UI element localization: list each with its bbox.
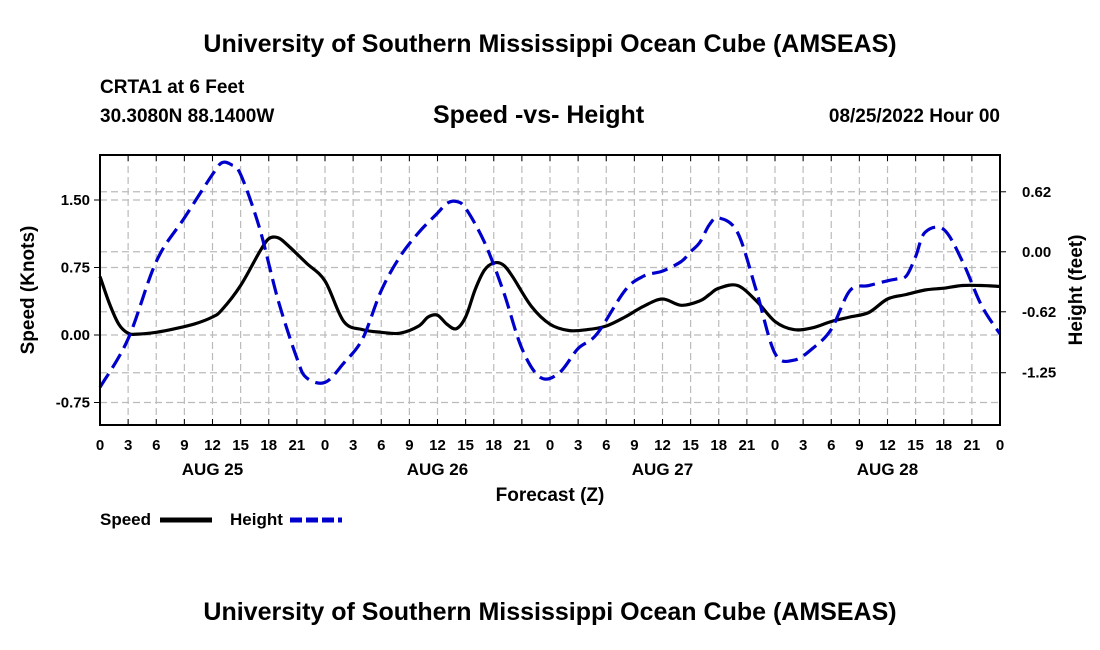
legend: Speed Height [100,510,342,529]
series-line-height [98,160,1002,389]
day-label: AUG 25 [182,460,243,479]
x-tick-label: 12 [654,437,671,454]
legend-label-speed: Speed [100,510,151,529]
x-tick-label: 18 [935,437,952,454]
x-tick-label: 21 [289,437,306,454]
y-tick-label-right: -0.62 [1022,304,1056,321]
axes: 0 3 6 9 12 15 18 21 0 3 6 9 12 15 18 21 0 3 6 9 12 15 18 21 0 3 6 9… [18,155,1087,506]
x-tick-label: 3 [124,437,132,454]
day-label: AUG 28 [857,460,918,479]
x-tick-label: 9 [180,437,188,454]
legend-label-height: Height [230,510,283,529]
y-tick-label-left: -0.75 [56,395,90,412]
x-tick-label: 6 [602,437,610,454]
chart-subtitle: Speed -vs- Height [433,101,645,129]
main-title: University of Southern Mississippi Ocean… [203,30,897,58]
x-tick-label: 0 [546,437,554,454]
series-lines [98,160,1002,389]
x-tick-label: 0 [321,437,329,454]
y-tick-label-right: 0.62 [1022,184,1051,201]
y-tick-label-left: 0.00 [61,327,90,344]
y-tick-label-right: -1.25 [1022,365,1056,382]
x-tick-label: 12 [429,437,446,454]
y-tick-label-left: 0.75 [61,260,90,277]
x-tick-label: 6 [377,437,385,454]
y-axis-title-left: Speed (Knots) [18,226,39,355]
x-tick-label: 15 [907,437,924,454]
x-tick-label: 21 [739,437,756,454]
day-label: AUG 26 [407,460,468,479]
x-tick-label: 9 [855,437,863,454]
x-tick-label: 21 [964,437,981,454]
x-tick-label: 3 [799,437,807,454]
grid-lines [100,155,1000,425]
x-tick-label: 3 [349,437,357,454]
x-tick-label: 0 [96,437,104,454]
station-label: CRTA1 at 6 Feet [100,77,245,98]
x-tick-label: 18 [710,437,727,454]
x-tick-label: 21 [514,437,531,454]
x-tick-label: 9 [630,437,638,454]
x-tick-label: 0 [996,437,1004,454]
forecast-date-label: 08/25/2022 Hour 00 [828,106,1000,127]
x-tick-label: 15 [232,437,249,454]
footer-title: University of Southern Mississippi Ocean… [203,598,897,626]
y-tick-label-right: 0.00 [1022,244,1051,261]
coordinates-label: 30.3080N 88.1400W [100,106,275,127]
x-tick-label: 9 [405,437,413,454]
x-tick-label: 6 [152,437,160,454]
x-tick-label: 18 [260,437,277,454]
x-tick-label: 12 [879,437,896,454]
x-tick-label: 15 [457,437,474,454]
day-label: AUG 27 [632,460,693,479]
x-tick-label: 12 [204,437,221,454]
y-axis-title-right: Height (feet) [1066,235,1087,346]
x-tick-label: 15 [682,437,699,454]
x-tick-label: 18 [485,437,502,454]
x-axis-title: Forecast (Z) [496,485,605,506]
x-tick-label: 6 [827,437,835,454]
x-tick-label: 0 [771,437,779,454]
y-tick-label-left: 1.50 [61,192,90,209]
x-tick-label: 3 [574,437,582,454]
